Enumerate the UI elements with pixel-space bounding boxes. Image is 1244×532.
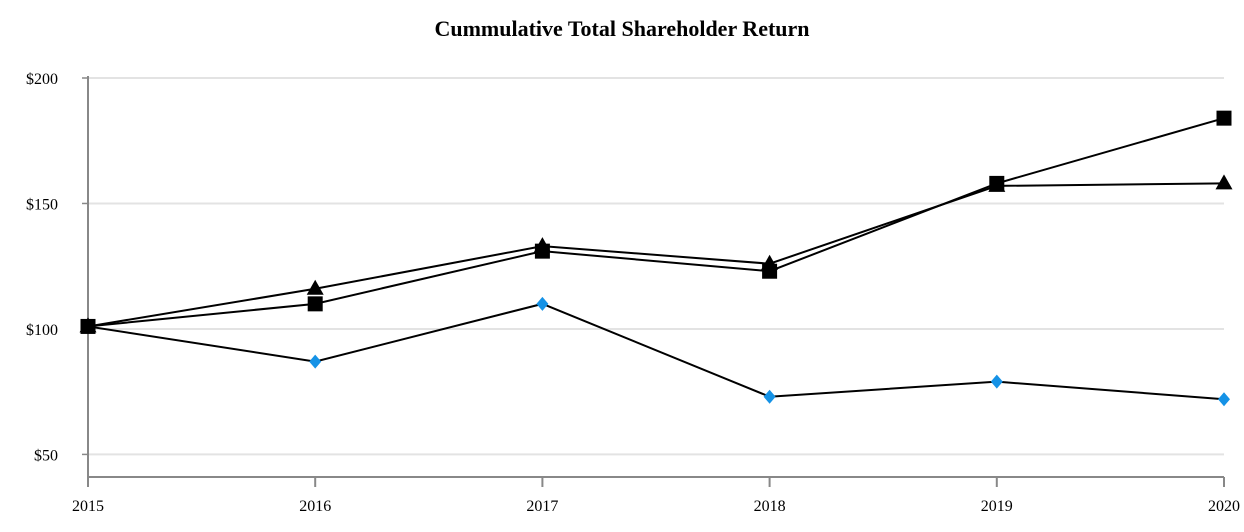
series-line-diamond <box>87 302 1225 401</box>
y-tick-label: $200 <box>26 71 58 88</box>
x-tick-label: 2018 <box>754 498 786 515</box>
data-point-square <box>534 243 550 259</box>
axes <box>82 76 1225 487</box>
y-tick-label: $100 <box>26 322 58 339</box>
y-axis-tick-labels: $50 $100 $150 $200 <box>26 71 58 464</box>
data-point-square <box>307 296 323 312</box>
x-tick-label: 2020 <box>1208 498 1240 515</box>
x-tick-label: 2016 <box>299 498 331 515</box>
data-point-diamond <box>536 296 549 311</box>
chart-title: Cummulative Total Shareholder Return <box>434 16 810 41</box>
data-point-diamond <box>990 374 1003 389</box>
y-tick-label: $150 <box>26 196 58 213</box>
data-point-square <box>762 263 778 279</box>
series-line-square <box>87 117 1225 328</box>
x-axis-tick-labels: 2015 2016 2017 2018 2019 2020 <box>72 498 1240 515</box>
data-point-square <box>989 175 1005 191</box>
data-point-square <box>80 318 96 334</box>
data-point-triangle <box>1215 174 1233 190</box>
x-tick-label: 2019 <box>981 498 1013 515</box>
data-point-diamond <box>1218 392 1230 407</box>
data-point-diamond <box>763 389 776 404</box>
series-line-triangle <box>87 182 1225 328</box>
data-point-square <box>1216 110 1232 126</box>
data-point-diamond <box>309 354 322 369</box>
x-tick-label: 2015 <box>72 498 104 515</box>
gridlines <box>88 77 1224 456</box>
x-tick-label: 2017 <box>526 498 558 515</box>
series-lines <box>87 117 1225 401</box>
y-tick-label: $50 <box>34 447 58 464</box>
data-point-triangle <box>306 279 324 295</box>
series-markers <box>79 110 1233 407</box>
